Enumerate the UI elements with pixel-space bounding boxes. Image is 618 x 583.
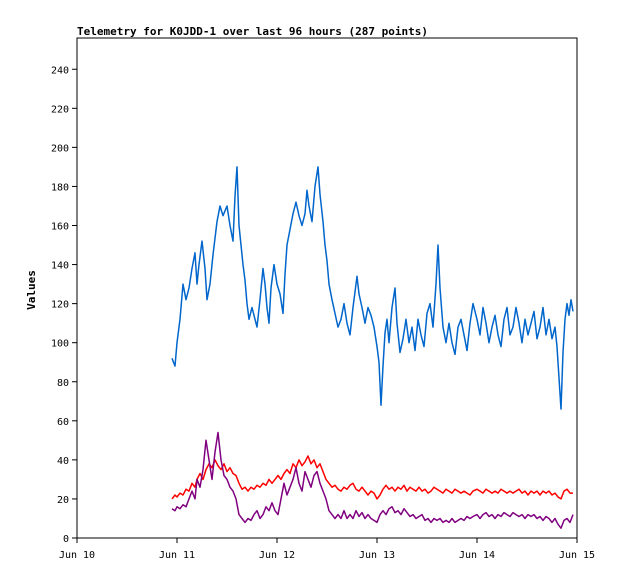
x-tick-label: Jun 11 xyxy=(159,550,195,561)
y-tick-label: 40 xyxy=(57,456,69,467)
x-tick-label: Jun 14 xyxy=(459,550,495,561)
y-tick-label: 140 xyxy=(51,261,69,272)
y-tick-label: 180 xyxy=(51,182,69,193)
y-tick-label: 100 xyxy=(51,339,69,350)
series-line-2 xyxy=(171,455,573,500)
y-tick-label: 160 xyxy=(51,222,69,233)
y-tick-label: 60 xyxy=(57,417,69,428)
x-axis: Jun 10 Jun 11 Jun 12 Jun 13 Jun 14 Jun 15 xyxy=(59,538,595,561)
chart-title: Telemetry for K0JDD-1 over last 96 hours… xyxy=(77,25,428,38)
y-tick-label: 80 xyxy=(57,378,69,389)
y-tick-label: 220 xyxy=(51,104,69,115)
y-axis: 0 20 40 60 80 100 120 140 160 180 200 220 240 xyxy=(51,65,77,545)
y-tick-label: 20 xyxy=(57,495,69,506)
x-tick-label: Jun 15 xyxy=(559,550,595,561)
y-tick-label: 0 xyxy=(63,534,69,545)
y-tick-label: 120 xyxy=(51,300,69,311)
plot-area-frame xyxy=(76,37,578,539)
series-line-1 xyxy=(171,166,574,410)
series-line-3 xyxy=(171,431,574,529)
x-tick-label: Jun 12 xyxy=(259,550,295,561)
x-tick-label: Jun 13 xyxy=(359,550,395,561)
x-tick-label: Jun 10 xyxy=(59,550,95,561)
y-axis-label: Values xyxy=(25,270,38,310)
series-layer xyxy=(171,166,574,529)
y-tick-label: 240 xyxy=(51,65,69,76)
y-tick-label: 200 xyxy=(51,143,69,154)
